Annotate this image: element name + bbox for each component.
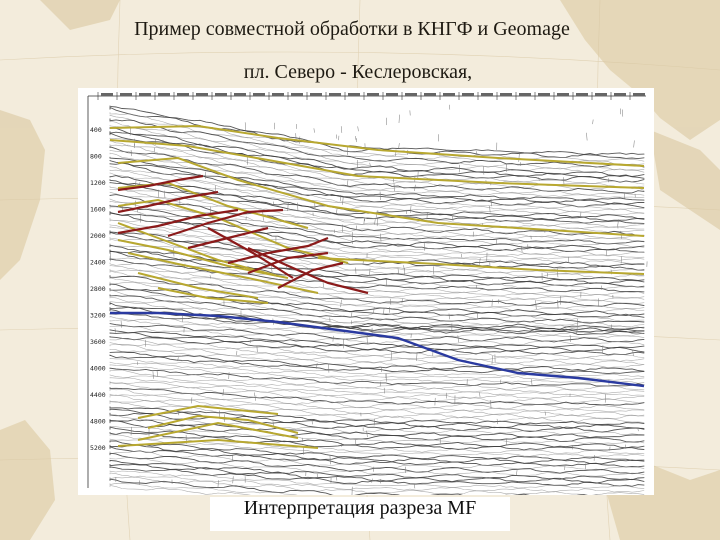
depth-tick-label: 2400 — [90, 259, 106, 267]
slide-title: Пример совместной обработки в КНГФ и Geo… — [134, 18, 570, 40]
depth-tick-label: 800 — [90, 153, 102, 161]
depth-tick-label: 4400 — [90, 391, 106, 399]
seismic-section-panel: 400 800 1200 1600 2000 2400 2800 3200 3600 4000 44… — [78, 88, 654, 495]
depth-tick-label: 1600 — [90, 206, 106, 214]
seismic-section-image: 400 800 1200 1600 2000 2400 2800 3200 3600 4000 44… — [78, 88, 654, 495]
depth-tick-label: 2800 — [90, 285, 106, 293]
depth-tick-label: 400 — [90, 126, 102, 134]
slide-subtitle: пл. Северо - Кеслеровская, — [243, 61, 473, 83]
depth-tick-label: 5200 — [90, 444, 106, 452]
depth-tick-label: 3200 — [90, 312, 106, 320]
caption-background — [210, 497, 510, 531]
figure-caption: Интерпретация разреза MF — [243, 497, 477, 519]
depth-tick-label: 2000 — [90, 232, 106, 240]
depth-tick-label: 1200 — [90, 179, 106, 187]
depth-tick-label: 4800 — [90, 418, 106, 426]
depth-tick-label: 4000 — [90, 365, 106, 373]
depth-tick-label: 3600 — [90, 338, 106, 346]
